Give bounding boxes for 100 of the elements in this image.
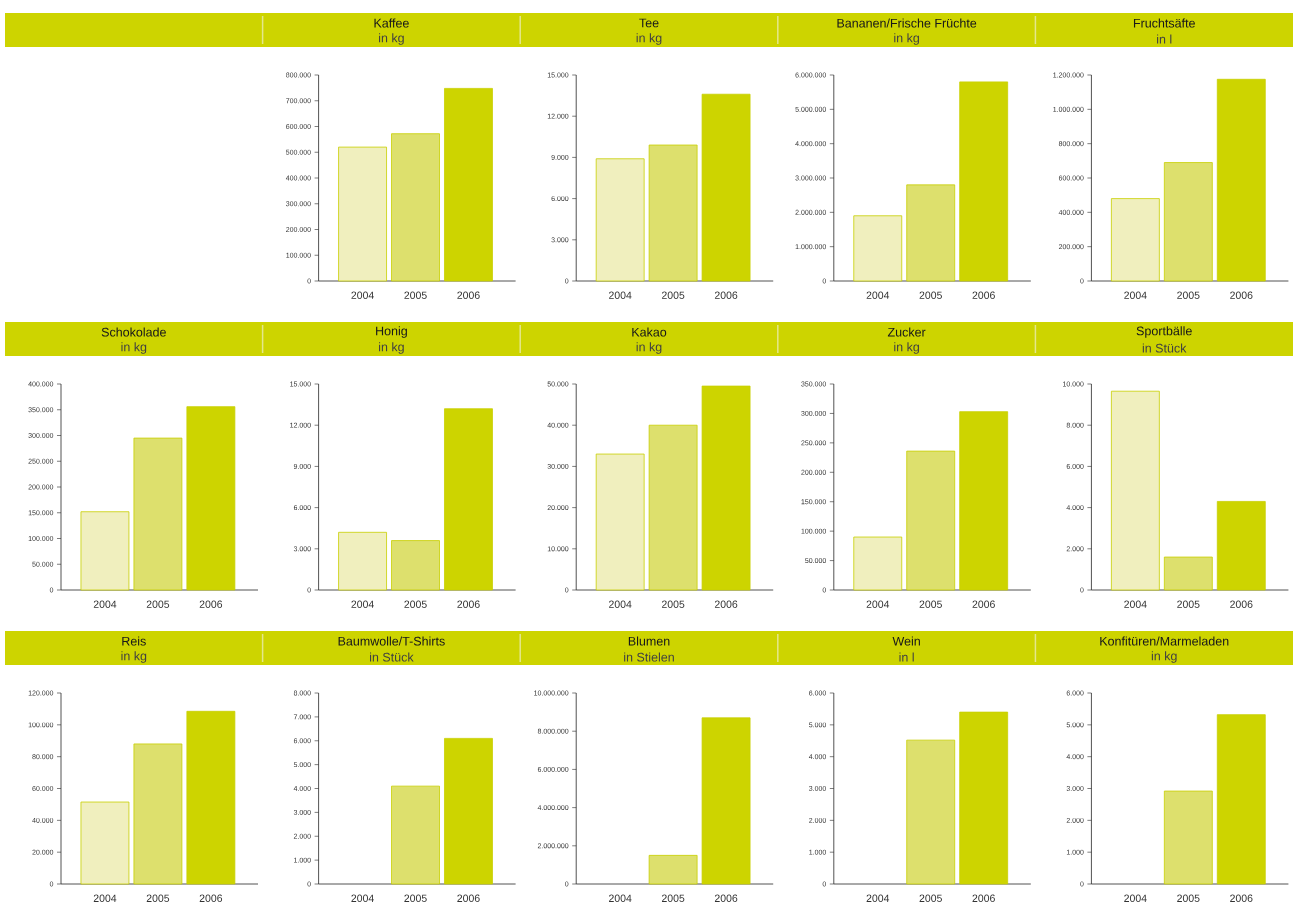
x-tick-label: 2004 bbox=[351, 600, 374, 608]
bar bbox=[1163, 556, 1213, 591]
chart-subtitle: in kg bbox=[636, 33, 662, 45]
bar bbox=[186, 406, 236, 591]
bar bbox=[186, 710, 236, 885]
x-tick-label: 2004 bbox=[1124, 894, 1147, 902]
bar bbox=[648, 424, 698, 591]
x-tick-label: 2005 bbox=[1177, 291, 1200, 299]
bar bbox=[1216, 78, 1266, 282]
chart-title: Konfitüren/Marmeladen bbox=[1100, 636, 1229, 646]
x-tick-label: 2005 bbox=[661, 894, 685, 902]
x-tick-label: 2005 bbox=[146, 894, 170, 902]
bar bbox=[959, 411, 1009, 591]
x-tick-label: 2004 bbox=[1124, 291, 1147, 299]
x-tick-label: 2005 bbox=[661, 600, 685, 608]
x-tick-label: 2006 bbox=[1230, 894, 1253, 902]
x-tick-label: 2004 bbox=[609, 291, 632, 299]
bar bbox=[1110, 198, 1160, 282]
chart-title: Tee bbox=[639, 18, 659, 28]
x-tick-label: 2004 bbox=[351, 894, 374, 902]
chart-title: Bananen/Frische Früchte bbox=[837, 18, 977, 28]
chart-subtitle: in kg bbox=[894, 342, 919, 354]
x-tick-label: 2006 bbox=[972, 894, 995, 902]
chart-subtitle: in Stielen bbox=[624, 652, 674, 662]
x-tick-label: 2006 bbox=[199, 894, 223, 902]
x-tick-label: 2005 bbox=[919, 291, 942, 299]
chart-title: Fruchtsäfte bbox=[1133, 18, 1195, 28]
chart-subtitle: in kg bbox=[121, 651, 147, 663]
bar bbox=[648, 144, 698, 282]
bar bbox=[701, 385, 751, 591]
x-tick-label: 2004 bbox=[866, 600, 890, 608]
bar bbox=[1216, 501, 1266, 591]
chart-title: Reis bbox=[122, 636, 146, 646]
bar bbox=[1110, 390, 1160, 591]
chart-subtitle: in kg bbox=[379, 33, 404, 45]
bar bbox=[701, 93, 751, 282]
x-tick-label: 2006 bbox=[199, 600, 223, 608]
bar bbox=[133, 743, 183, 885]
chart-title: Kakao bbox=[632, 327, 667, 337]
x-tick-label: 2005 bbox=[919, 600, 942, 608]
bar bbox=[1163, 162, 1213, 282]
bar bbox=[595, 453, 645, 591]
x-tick-label: 2004 bbox=[609, 894, 632, 902]
bar bbox=[338, 146, 387, 282]
bar bbox=[853, 536, 903, 591]
chart-title: Zucker bbox=[887, 327, 926, 337]
bar bbox=[338, 531, 387, 591]
chart-subtitle: in kg bbox=[894, 33, 919, 45]
x-tick-label: 2006 bbox=[1230, 291, 1253, 299]
bar bbox=[80, 801, 130, 885]
bar bbox=[959, 81, 1009, 282]
chart-title: Blumen bbox=[628, 636, 670, 646]
chart-subtitle: in l bbox=[899, 652, 914, 662]
x-tick-label: 2006 bbox=[1230, 600, 1253, 608]
bar bbox=[391, 133, 440, 282]
x-tick-label: 2005 bbox=[404, 600, 427, 608]
chart-subtitle: in Stück bbox=[1142, 343, 1187, 353]
bar bbox=[133, 437, 183, 591]
chart-title: Honig bbox=[376, 326, 407, 338]
x-tick-label: 2006 bbox=[714, 600, 738, 608]
x-tick-label: 2004 bbox=[609, 600, 632, 608]
x-tick-label: 2006 bbox=[972, 291, 995, 299]
chart-subtitle: in kg bbox=[121, 342, 147, 354]
x-tick-label: 2005 bbox=[404, 291, 427, 299]
x-tick-label: 2006 bbox=[972, 600, 995, 608]
x-tick-label: 2005 bbox=[1177, 600, 1200, 608]
x-tick-label: 2005 bbox=[1177, 894, 1200, 902]
x-tick-label: 2004 bbox=[866, 894, 890, 902]
bar bbox=[906, 184, 956, 282]
x-tick-label: 2006 bbox=[457, 291, 480, 299]
chart-subtitle: in kg bbox=[379, 342, 404, 354]
bar bbox=[444, 408, 493, 591]
chart-subtitle: in Stück bbox=[370, 652, 414, 662]
x-tick-label: 2004 bbox=[351, 291, 374, 299]
chart-title: Wein bbox=[892, 636, 920, 646]
chart-subtitle: in l bbox=[1157, 34, 1172, 44]
chart-title: Schokolade bbox=[101, 327, 166, 337]
bar bbox=[391, 540, 440, 591]
chart-subtitle: in kg bbox=[1151, 651, 1177, 663]
chart-title: Baumwolle/T-Shirts bbox=[338, 636, 445, 646]
x-tick-label: 2004 bbox=[93, 894, 117, 902]
x-tick-label: 2004 bbox=[866, 291, 890, 299]
x-tick-label: 2006 bbox=[457, 600, 480, 608]
chart-subtitle: in kg bbox=[636, 342, 662, 354]
x-tick-label: 2005 bbox=[404, 894, 427, 902]
x-tick-label: 2004 bbox=[93, 600, 117, 608]
bar bbox=[595, 158, 645, 282]
bar bbox=[906, 450, 956, 591]
bar bbox=[444, 88, 493, 282]
x-tick-label: 2005 bbox=[919, 894, 942, 902]
x-tick-label: 2006 bbox=[714, 894, 738, 902]
chart-title: Kaffee bbox=[374, 18, 409, 28]
chart-title: Sportbälle bbox=[1136, 326, 1192, 338]
x-tick-label: 2005 bbox=[146, 600, 170, 608]
x-tick-label: 2004 bbox=[1124, 600, 1147, 608]
x-tick-label: 2006 bbox=[457, 894, 480, 902]
bar bbox=[853, 215, 903, 282]
x-tick-label: 2005 bbox=[661, 291, 685, 299]
x-tick-label: 2006 bbox=[714, 291, 738, 299]
bar bbox=[80, 511, 130, 591]
